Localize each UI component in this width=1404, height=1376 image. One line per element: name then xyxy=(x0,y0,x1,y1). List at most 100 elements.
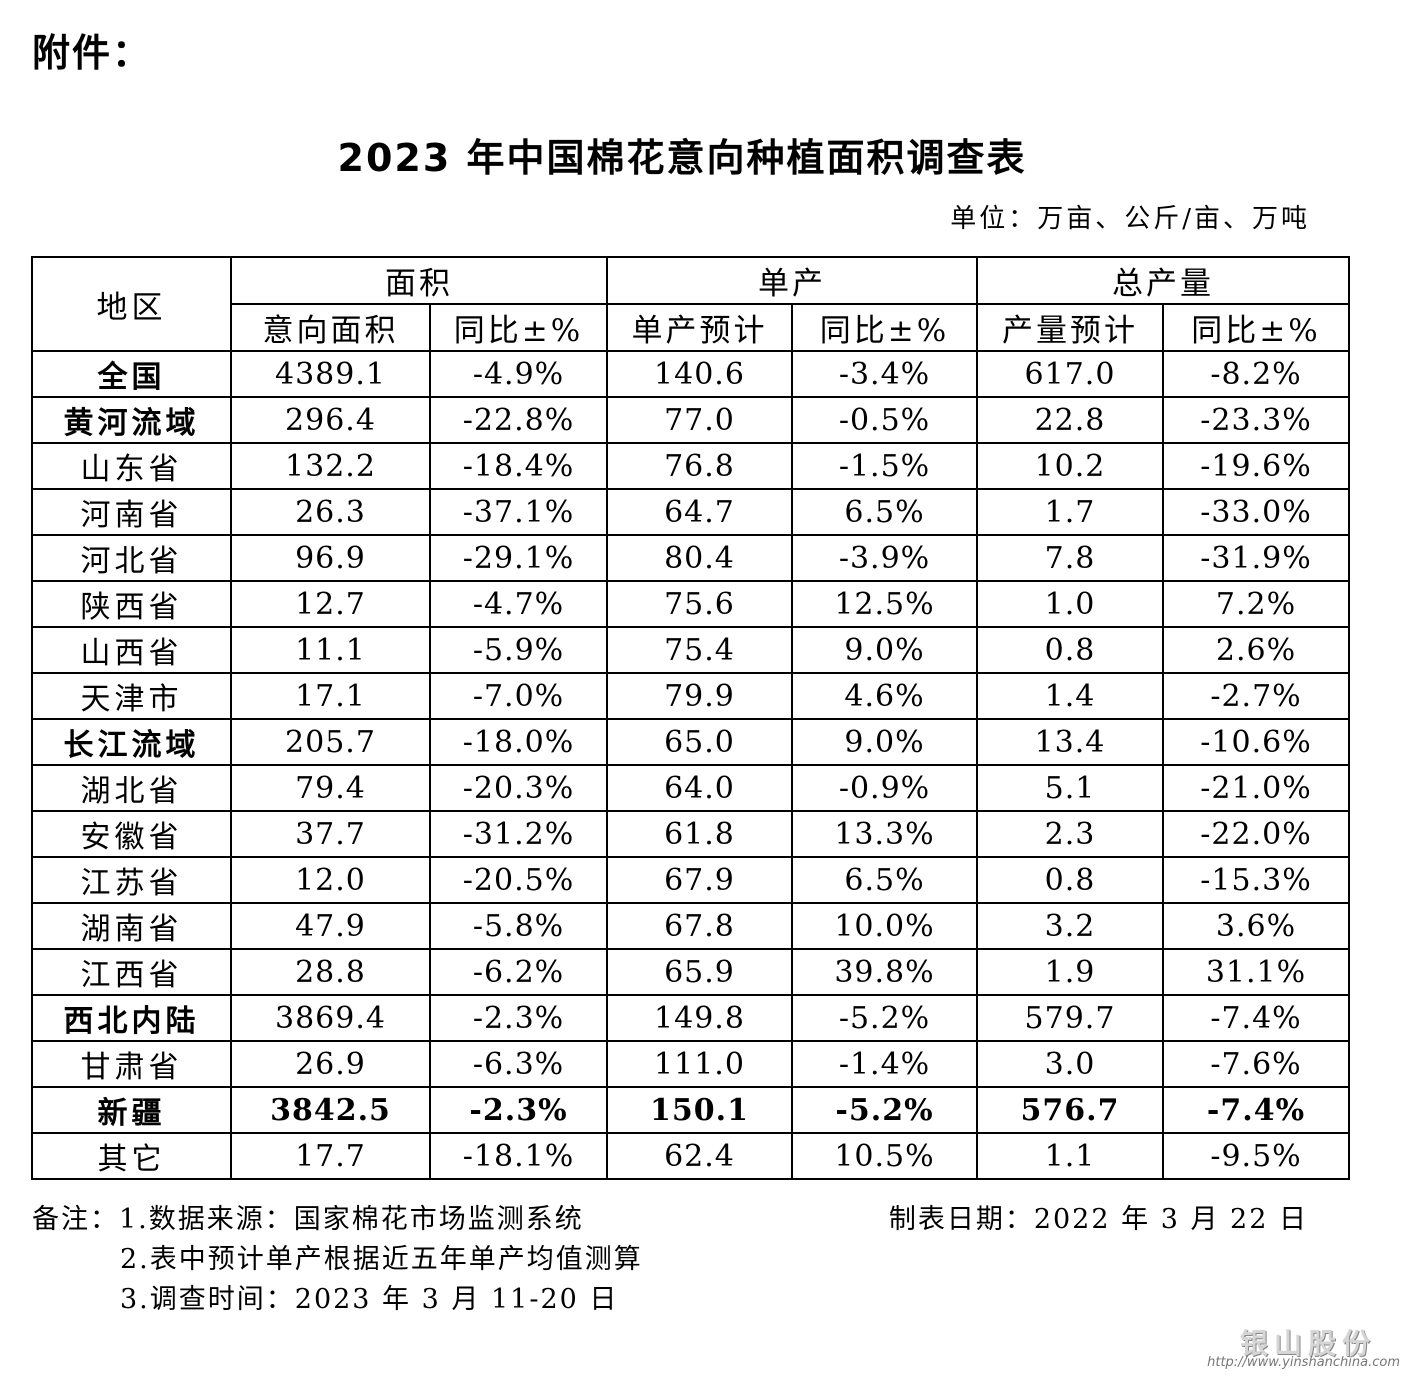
region-cell: 江西省 xyxy=(31,948,232,996)
yield-yoy-cell: -1.4% xyxy=(791,1040,978,1088)
region-cell: 西北内陆 xyxy=(31,994,232,1042)
yield-yoy-cell: 12.5% xyxy=(791,580,978,628)
intended-area-cell: 37.7 xyxy=(230,810,431,858)
table-row: 湖南省 47.9 -5.8% 67.8 10.0% 3.2 3.6% xyxy=(31,902,1350,950)
output-yoy-cell: -31.9% xyxy=(1162,534,1350,582)
output-estimate-cell: 0.8 xyxy=(976,856,1164,904)
note-line-2: 2.表中预计单产根据近五年单产均值测算 xyxy=(120,1244,643,1275)
yield-estimate-cell: 150.1 xyxy=(606,1086,793,1134)
region-cell: 安徽省 xyxy=(31,810,232,858)
notes: 备注：1.数据来源：国家棉花市场监测系统 2.表中预计单产根据近五年单产均值测算… xyxy=(32,1200,643,1320)
header-row-top: 地区 面积 单产 总产量 xyxy=(31,256,1350,352)
area-yoy-cell: -20.5% xyxy=(429,856,608,904)
yield-yoy-cell: 4.6% xyxy=(791,672,978,720)
area-yoy-cell: -18.0% xyxy=(429,718,608,766)
area-yoy-cell: -2.3% xyxy=(429,1086,608,1134)
yield-estimate-cell: 62.4 xyxy=(606,1132,793,1180)
yield-yoy-cell: 6.5% xyxy=(791,856,978,904)
region-cell: 长江流域 xyxy=(31,718,232,766)
output-estimate-cell: 579.7 xyxy=(976,994,1164,1042)
region-cell: 陕西省 xyxy=(31,580,232,628)
title-text: 2023 年中国棉花意向种植面积调查表 xyxy=(337,136,1027,180)
yield-estimate-cell: 80.4 xyxy=(606,534,793,582)
region-cell: 河南省 xyxy=(31,488,232,536)
intended-area-cell: 79.4 xyxy=(230,764,431,812)
attachment-label: 附件： xyxy=(32,31,153,75)
yield-estimate-cell: 61.8 xyxy=(606,810,793,858)
yield-yoy-cell: 10.0% xyxy=(791,902,978,950)
area-yoy-cell: -31.2% xyxy=(429,810,608,858)
region-cell: 天津市 xyxy=(31,672,232,720)
header-row-sub: 意向面积 同比±% 单产预计 同比±% 产量预计 同比±% xyxy=(32,303,1350,352)
output-estimate-cell: 576.7 xyxy=(976,1086,1164,1134)
area-yoy-cell: -2.3% xyxy=(429,994,608,1042)
header-yield: 单产 xyxy=(606,256,978,305)
yield-yoy-cell: -3.4% xyxy=(791,350,978,398)
yield-yoy-cell: -0.9% xyxy=(791,764,978,812)
intended-area-cell: 26.9 xyxy=(230,1040,431,1088)
area-yoy-cell: -20.3% xyxy=(429,764,608,812)
note-line-1: 备注：1.数据来源：国家棉花市场监测系统 xyxy=(32,1204,584,1235)
intended-area-cell: 26.3 xyxy=(230,488,431,536)
table-row: 黄河流域 296.4 -22.8% 77.0 -0.5% 22.8 -23.3% xyxy=(31,396,1350,444)
yield-yoy-cell: 39.8% xyxy=(791,948,978,996)
output-yoy-cell: -7.4% xyxy=(1162,1086,1350,1134)
intended-area-cell: 4389.1 xyxy=(230,350,431,398)
output-yoy-cell: -7.6% xyxy=(1162,1040,1350,1088)
yield-estimate-cell: 64.7 xyxy=(606,488,793,536)
region-cell: 新疆 xyxy=(31,1086,232,1134)
table-row: 长江流域 205.7 -18.0% 65.0 9.0% 13.4 -10.6% xyxy=(31,718,1350,766)
yield-yoy-cell: -1.5% xyxy=(791,442,978,490)
area-yoy-cell: -29.1% xyxy=(429,534,608,582)
table-row: 陕西省 12.7 -4.7% 75.6 12.5% 1.0 7.2% xyxy=(31,580,1350,628)
area-yoy-cell: -6.2% xyxy=(429,948,608,996)
table-row: 湖北省 79.4 -20.3% 64.0 -0.9% 5.1 -21.0% xyxy=(31,764,1350,812)
intended-area-cell: 12.0 xyxy=(230,856,431,904)
note-line-3: 3.调查时间：2023 年 3 月 11-20 日 xyxy=(120,1284,619,1315)
region-cell: 全国 xyxy=(31,350,232,398)
intended-area-cell: 28.8 xyxy=(230,948,431,996)
output-estimate-cell: 3.0 xyxy=(976,1040,1164,1088)
yield-yoy-cell: 6.5% xyxy=(791,488,978,536)
table-row: 河北省 96.9 -29.1% 80.4 -3.9% 7.8 -31.9% xyxy=(31,534,1350,582)
header-intended-area: 意向面积 xyxy=(230,303,431,352)
table-row: 天津市 17.1 -7.0% 79.9 4.6% 1.4 -2.7% xyxy=(31,672,1350,720)
yield-yoy-cell: 9.0% xyxy=(791,626,978,674)
output-estimate-cell: 10.2 xyxy=(976,442,1164,490)
yield-yoy-cell: -0.5% xyxy=(791,396,978,444)
area-yoy-cell: -22.8% xyxy=(429,396,608,444)
intended-area-cell: 132.2 xyxy=(230,442,431,490)
intended-area-cell: 3869.4 xyxy=(230,994,431,1042)
output-yoy-cell: -9.5% xyxy=(1162,1132,1350,1180)
header-output: 总产量 xyxy=(976,256,1350,305)
watermark-url: http://www.yinshanchina.com xyxy=(1207,1355,1400,1370)
output-estimate-cell: 7.8 xyxy=(976,534,1164,582)
header-output-yoy: 同比±% xyxy=(1162,303,1350,352)
yield-estimate-cell: 64.0 xyxy=(606,764,793,812)
table-row: 江苏省 12.0 -20.5% 67.9 6.5% 0.8 -15.3% xyxy=(31,856,1350,904)
region-cell: 湖北省 xyxy=(31,764,232,812)
header-yield-estimate: 单产预计 xyxy=(606,303,793,352)
output-estimate-cell: 13.4 xyxy=(976,718,1164,766)
output-yoy-cell: -23.3% xyxy=(1162,396,1350,444)
output-yoy-cell: -21.0% xyxy=(1162,764,1350,812)
header-area-yoy: 同比±% xyxy=(429,303,608,352)
output-yoy-cell: -22.0% xyxy=(1162,810,1350,858)
region-cell: 其它 xyxy=(31,1132,232,1180)
output-estimate-cell: 22.8 xyxy=(976,396,1164,444)
header-area: 面积 xyxy=(230,256,608,305)
output-estimate-cell: 1.0 xyxy=(976,580,1164,628)
output-yoy-cell: -2.7% xyxy=(1162,672,1350,720)
area-yoy-cell: -7.0% xyxy=(429,672,608,720)
output-yoy-cell: 2.6% xyxy=(1162,626,1350,674)
yield-estimate-cell: 140.6 xyxy=(606,350,793,398)
output-estimate-cell: 1.7 xyxy=(976,488,1164,536)
output-yoy-cell: 3.6% xyxy=(1162,902,1350,950)
table-row: 全国 4389.1 -4.9% 140.6 -3.4% 617.0 -8.2% xyxy=(31,350,1350,398)
area-yoy-cell: -5.8% xyxy=(429,902,608,950)
area-yoy-cell: -4.9% xyxy=(429,350,608,398)
table-date: 制表日期：2022 年 3 月 22 日 xyxy=(888,1204,1308,1235)
page-title: 2023 年中国棉花意向种植面积调查表 xyxy=(0,127,1404,182)
yield-yoy-cell: 10.5% xyxy=(791,1132,978,1180)
cotton-survey-table: 地区 面积 单产 总产量 意向面积 同比±% 单产预计 同比±% 产量预计 同比… xyxy=(31,256,1350,1180)
